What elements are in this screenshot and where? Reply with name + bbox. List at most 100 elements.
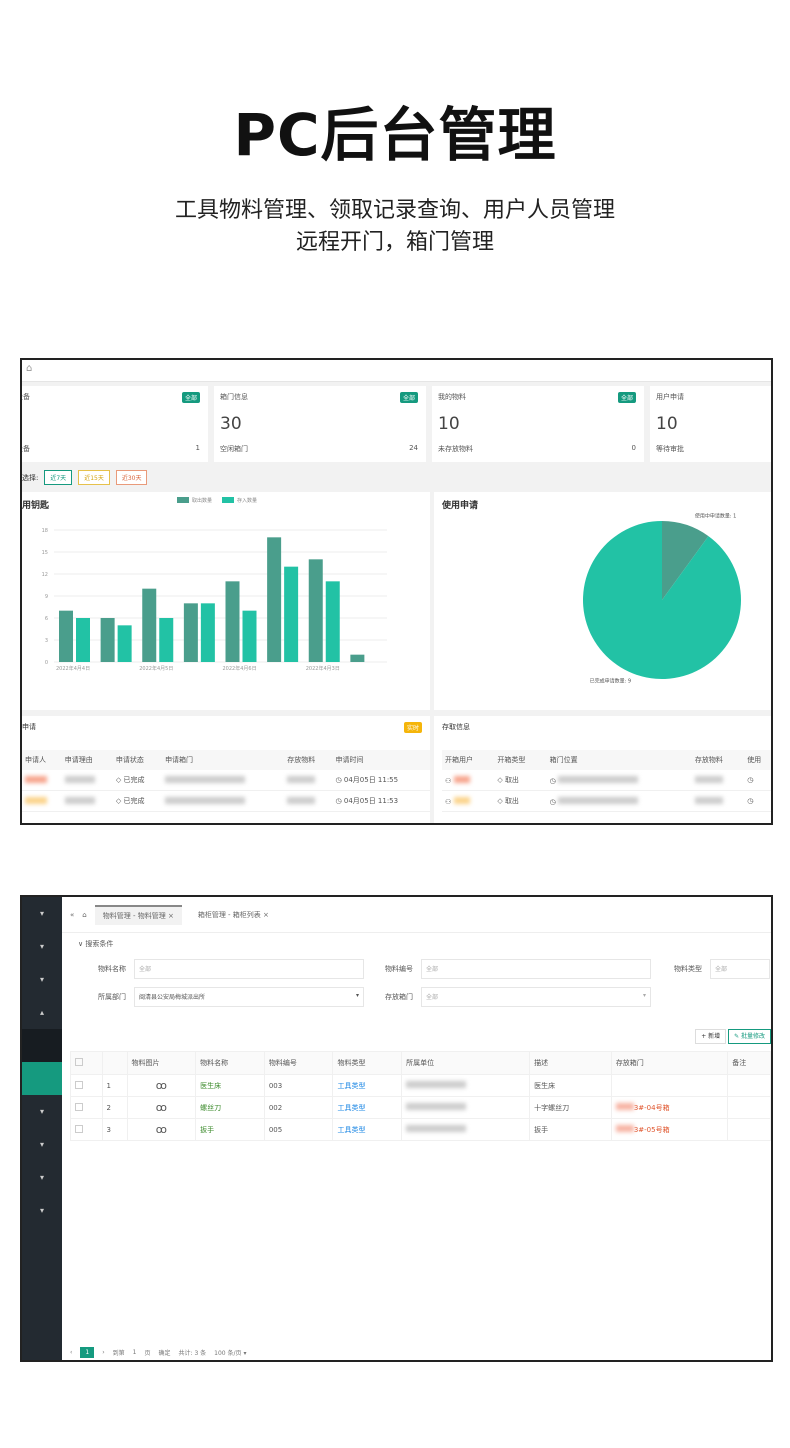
table-row[interactable]: 2 ꝏ 螺丝刀 002 工具类型 十字螺丝刀 3#-04号箱	[70, 1096, 771, 1119]
tab-materials[interactable]: 物料管理 - 物料管理 ×	[94, 904, 182, 925]
code-input[interactable]: 全部	[421, 959, 651, 979]
redacted	[406, 1125, 467, 1132]
row-checkbox[interactable]	[75, 1124, 83, 1133]
material-desc: 十字螺丝刀	[529, 1096, 612, 1119]
column-header: 物料编号	[263, 1051, 334, 1075]
name-input[interactable]: 全部	[134, 959, 364, 979]
material-code: 005	[263, 1118, 334, 1141]
pie-label: 使用中申请数量: 1	[695, 512, 736, 519]
card-foot-value: 0	[631, 444, 636, 452]
sidebar-item[interactable]: ▴	[39, 1008, 44, 1017]
column-header	[101, 1051, 128, 1075]
pie-slice[interactable]	[583, 521, 741, 679]
row-index: 3	[101, 1118, 128, 1141]
per-page-select[interactable]: 100 条/页 ▾	[214, 1350, 247, 1357]
sidebar-item[interactable]: ▾	[39, 1107, 44, 1116]
bar-chart: 0 3 6 9 12 15 18 2022年4月4日 2022年4月5日 2022年4月6日 202…	[42, 497, 387, 672]
pie-chart-panel: 使用申请 使用中申请数量: 1 已完成申请数量: 9	[434, 492, 771, 710]
filter-30d[interactable]: 近30天	[115, 470, 148, 485]
confirm-button[interactable]: 确定	[158, 1350, 171, 1357]
sidebar-item[interactable]: ▾	[39, 1206, 44, 1215]
per-page-value: 100 条/页	[214, 1350, 242, 1357]
tab-cabinets[interactable]: 箱柜管理 - 箱柜列表 ×	[197, 910, 269, 919]
card-badge: 全部	[399, 392, 418, 403]
bar-out[interactable]	[225, 581, 240, 662]
material-name[interactable]: 医生床	[195, 1074, 265, 1097]
search-panel: ∨ 搜索条件 物料名称 全部 物料编号 全部 物料类型 全部 所属部门 闽清县公安局梅城…	[70, 935, 771, 1025]
bar-in[interactable]	[325, 581, 340, 662]
y-tick-label: 3	[45, 638, 48, 644]
card-foot-label: 未存放物料	[438, 445, 473, 453]
stat-card[interactable]: 设备 全部 设备 1	[22, 386, 208, 462]
type-input[interactable]: 全部	[710, 959, 770, 979]
y-tick-label: 6	[45, 616, 48, 622]
card-badge: 全部	[181, 392, 200, 403]
bar-out[interactable]	[308, 559, 323, 662]
bar-in[interactable]	[242, 610, 257, 662]
bar-out[interactable]	[59, 610, 73, 662]
table-row[interactable]: 3 ꝏ 扳手 005 工具类型 扳手 3#-05号箱	[70, 1118, 771, 1141]
bar-out[interactable]	[350, 654, 365, 662]
sidebar-item[interactable]: ▾	[39, 1140, 44, 1149]
material-name[interactable]: 扳手	[195, 1118, 265, 1141]
table-row[interactable]: ⚇ ◇ 取出 ◷ ◷	[442, 770, 771, 791]
batch-edit-button[interactable]: ✎ 批量修改	[728, 1029, 771, 1044]
sidebar-subitem-active[interactable]	[22, 1062, 62, 1095]
page-unit: 页	[144, 1350, 151, 1357]
row-checkbox[interactable]	[75, 1080, 83, 1089]
collapse-icon[interactable]: «	[70, 910, 75, 919]
table-row[interactable]: ⚇ ◇ 取出 ◷ ◷	[442, 790, 771, 812]
sidebar-item[interactable]: ▾	[39, 975, 44, 984]
dept-select[interactable]: 闽清县公安局梅城派出所 ▾	[134, 987, 364, 1007]
y-tick-label: 0	[45, 660, 48, 666]
bar-out[interactable]	[142, 588, 157, 662]
filter-7d[interactable]: 近7天	[44, 470, 73, 485]
bar-in[interactable]	[117, 625, 132, 662]
next-page[interactable]: ›	[102, 1349, 105, 1356]
bar-in[interactable]	[76, 618, 90, 662]
sidebar-item[interactable]: ▾	[39, 1173, 44, 1182]
table-row[interactable]: ◇ 已完成 ◷ 04月05日 11:53	[22, 790, 430, 812]
bar-out[interactable]	[183, 603, 198, 662]
bar-out[interactable]	[100, 618, 115, 662]
material-type[interactable]: 工具类型	[332, 1074, 403, 1097]
bar-in[interactable]	[284, 566, 299, 662]
page-input[interactable]: 1	[132, 1349, 137, 1356]
bar-in[interactable]	[159, 618, 174, 662]
stat-card[interactable]: 用户申请 10 等待审批	[650, 386, 771, 462]
sidebar-item[interactable]: ▾	[39, 942, 44, 951]
table-row[interactable]: 1 ꝏ 医生床 003 工具类型 医生床	[70, 1074, 771, 1097]
user-icon: ⚇	[445, 797, 452, 806]
material-name[interactable]: 螺丝刀	[195, 1096, 265, 1119]
y-tick-label: 18	[42, 528, 48, 534]
chevron-down-icon: ▾	[642, 992, 646, 999]
door-label: 存放箱门	[385, 993, 413, 1001]
y-tick-label: 9	[45, 594, 48, 600]
filter-15d[interactable]: 近15天	[78, 470, 110, 485]
column-header: 所属单位	[401, 1051, 531, 1075]
home-icon[interactable]: ⌂	[22, 360, 771, 382]
bar-in[interactable]	[200, 603, 215, 662]
sidebar-subitem[interactable]	[22, 1029, 62, 1062]
home-icon[interactable]: ⌂	[82, 910, 87, 919]
stat-card[interactable]: 箱门信息 全部 30 空闲箱门 24	[214, 386, 426, 462]
material-type[interactable]: 工具类型	[332, 1096, 403, 1119]
placeholder: 全部	[139, 966, 152, 973]
door-select[interactable]: 全部 ▾	[421, 987, 651, 1007]
sidebar-item[interactable]: ▾	[39, 909, 44, 918]
prev-page[interactable]: ‹	[70, 1349, 73, 1356]
search-toggle[interactable]: ∨ 搜索条件	[78, 940, 114, 948]
material-door: 3#-04号箱	[633, 1103, 670, 1112]
status: 已完成	[123, 797, 145, 805]
material-code: 002	[263, 1096, 334, 1119]
bar-out[interactable]	[267, 537, 282, 662]
add-button[interactable]: + 新增	[695, 1029, 727, 1044]
pie-slice[interactable]	[662, 521, 709, 600]
redacted	[64, 796, 95, 804]
row-checkbox[interactable]	[75, 1102, 83, 1111]
stat-card[interactable]: 我的物料 全部 10 未存放物料 0	[432, 386, 644, 462]
chevron-down-icon: ▾	[355, 992, 359, 999]
current-page[interactable]: 1	[80, 1347, 95, 1358]
table-row[interactable]: ◇ 已完成 ◷ 04月05日 11:55	[22, 770, 430, 791]
material-type[interactable]: 工具类型	[332, 1118, 403, 1141]
